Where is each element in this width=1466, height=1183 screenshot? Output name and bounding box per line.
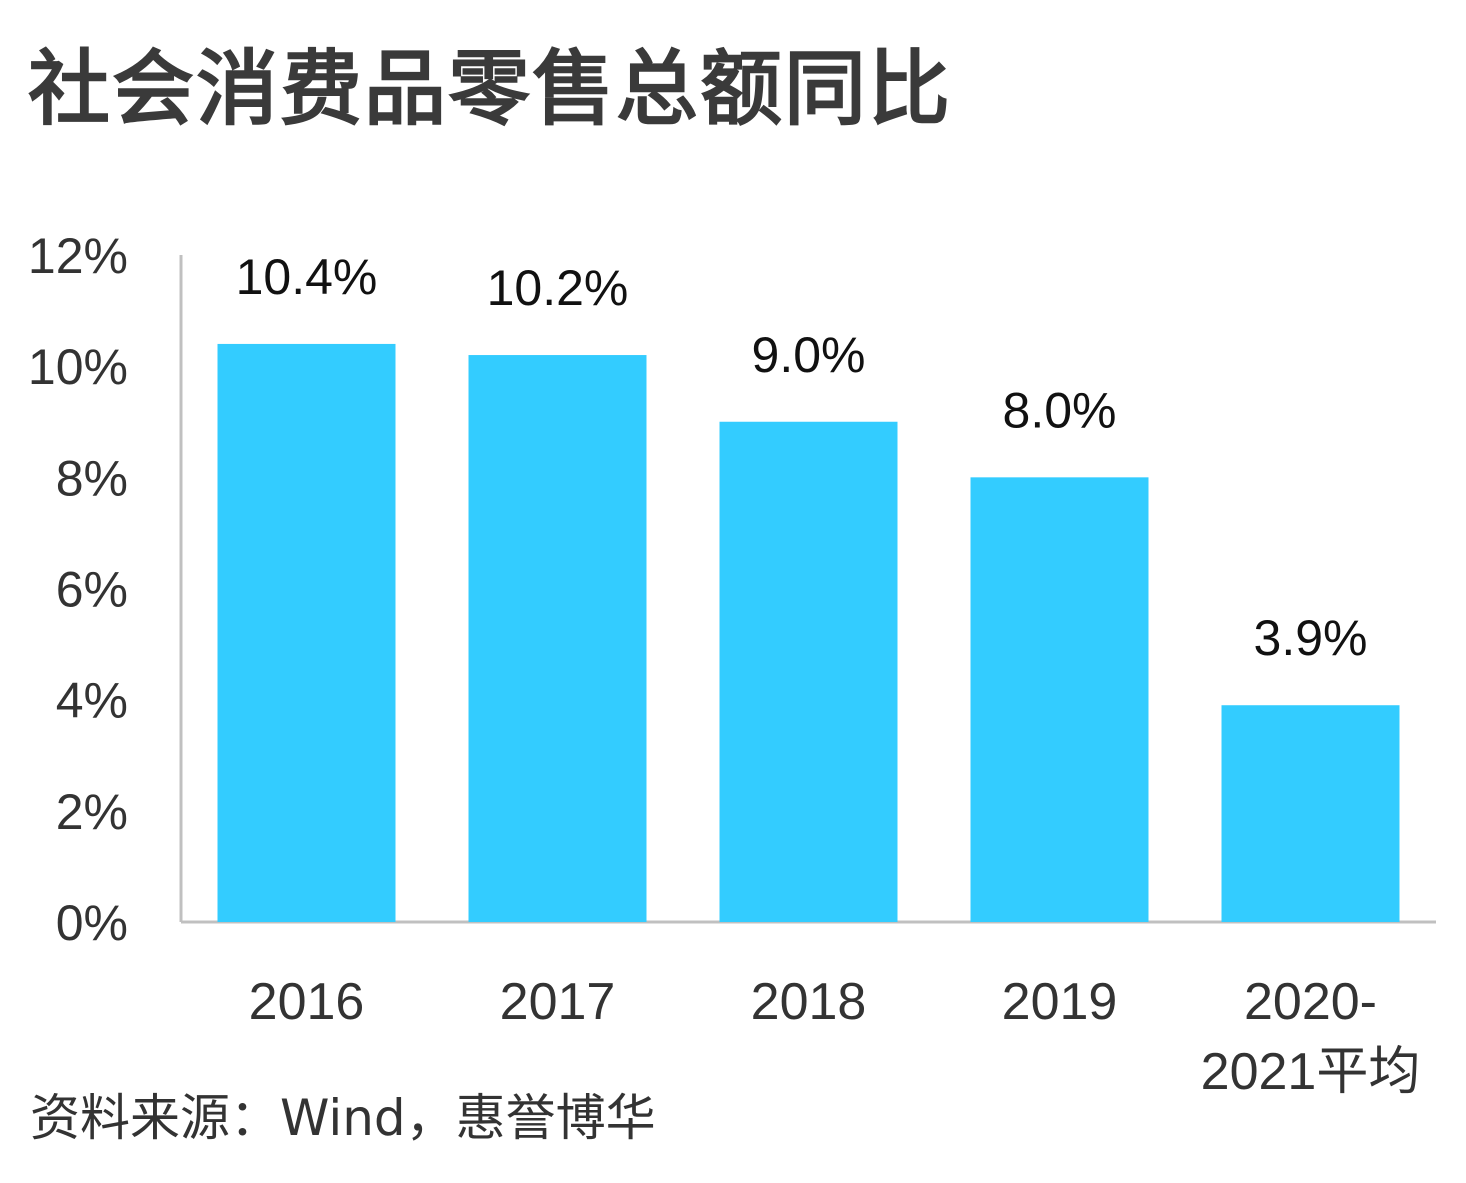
data-label: 3.9% [1254,610,1368,666]
x-category-label: 2020- [1244,973,1377,1031]
bar [217,343,396,922]
y-tick-label: 8% [56,450,128,506]
bar [970,477,1149,922]
y-tick-label: 12% [28,228,128,284]
y-tick-label: 6% [56,562,128,618]
y-tick-label: 10% [28,339,128,395]
x-category-label: 2016 [249,973,365,1031]
bar [1221,705,1400,922]
bar [468,355,647,922]
x-category-label: 2017 [500,973,616,1031]
y-tick-label: 4% [56,673,128,729]
source-note: 资料来源：Wind，惠誉博华 [30,1089,656,1147]
x-category-label: 2019 [1002,973,1118,1031]
bar [719,421,898,922]
data-label: 10.2% [487,260,629,316]
y-tick-label: 2% [56,784,128,840]
data-label: 10.4% [236,249,378,305]
chart-title: 社会消费品零售总额同比 [28,41,953,137]
data-label: 8.0% [1003,382,1117,438]
y-tick-label: 0% [56,895,128,951]
x-category-label: 2018 [751,973,867,1031]
data-label: 9.0% [752,327,866,383]
x-category-label: 2021平均 [1201,1043,1421,1101]
